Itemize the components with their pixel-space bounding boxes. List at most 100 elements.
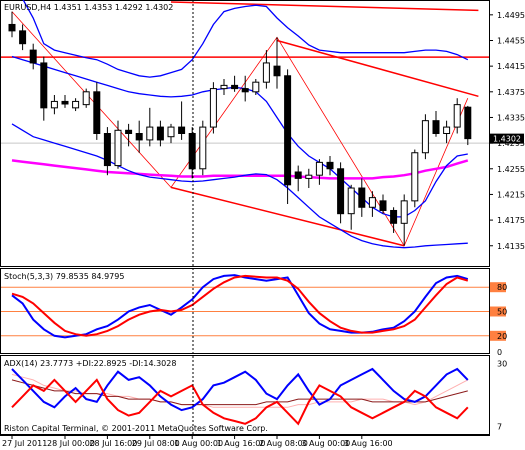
- stochastic-panel[interactable]: 80 50 20 0 Stoch(5,3,3) 79.8535 84.9795: [0, 268, 508, 358]
- candle-body: [432, 120, 440, 134]
- candle: [379, 194, 387, 214]
- candle-body: [400, 200, 408, 224]
- candle-body: [50, 100, 58, 109]
- candle-body: [337, 168, 345, 215]
- stochastic-title: Stoch(5,3,3) 79.8535 84.9795: [4, 272, 124, 281]
- candle-body: [61, 100, 69, 105]
- candle-body: [326, 161, 334, 170]
- candle: [188, 127, 196, 179]
- candle: [114, 120, 122, 169]
- candle: [82, 88, 90, 108]
- candle: [305, 168, 313, 189]
- time-tick-label: 3 Aug 00:00: [301, 439, 350, 448]
- stochastic-tick-label: 50: [497, 308, 507, 317]
- trend-line: [276, 39, 479, 98]
- candle: [358, 178, 366, 217]
- adx-tick-label: 7: [497, 423, 502, 432]
- candle: [135, 120, 143, 153]
- price-tick-label: 1.4175: [497, 216, 525, 225]
- candle-body: [453, 104, 461, 128]
- candle: [29, 43, 37, 70]
- candle-body: [368, 197, 376, 208]
- time-tick-label: 1 Aug 16:00: [217, 439, 266, 448]
- price-tick-label: 1.4495: [497, 11, 525, 20]
- candle-body: [273, 65, 281, 77]
- price-panel-title: EURUSD,H4 1.4351 1.4353 1.4292 1.4302: [4, 3, 173, 12]
- candle-body: [135, 133, 143, 141]
- price-panel-frame: [0, 0, 490, 267]
- candle: [220, 78, 228, 96]
- candle-body: [443, 126, 451, 134]
- candle: [241, 75, 249, 102]
- current-price-marker: [490, 133, 524, 144]
- candle-body: [103, 133, 111, 167]
- candle-body: [19, 30, 27, 45]
- candle: [167, 123, 175, 144]
- candle: [199, 120, 207, 176]
- candle-body: [209, 88, 217, 128]
- stochastic-level-marker: [490, 282, 506, 293]
- price-panel[interactable]: 1.44951.44551.44151.43751.43351.42951.42…: [0, 0, 525, 267]
- price-tick-label: 1.4215: [497, 190, 525, 199]
- candle: [337, 162, 345, 224]
- candle: [262, 50, 270, 89]
- time-tick-label: 2 Aug 08:00: [259, 439, 308, 448]
- candle: [231, 75, 239, 92]
- candle: [103, 127, 111, 176]
- candle: [432, 111, 440, 137]
- candle-body: [8, 23, 16, 32]
- candle: [156, 120, 164, 147]
- stochastic-tick-label: 80: [497, 283, 507, 292]
- stochastic-tick-label: 20: [497, 332, 507, 341]
- candle-body: [199, 126, 207, 170]
- trend-line: [170, 1, 479, 12]
- candle: [40, 56, 48, 121]
- price-tick-label: 1.4415: [497, 62, 525, 71]
- candle: [19, 24, 27, 51]
- candle: [421, 114, 429, 160]
- adx-panel[interactable]: 30 7 ADX(14) 23.7773 +DI:22.8925 -DI:14.3…: [0, 355, 508, 435]
- bollinger-upper-line: [22, 0, 469, 78]
- candle: [294, 165, 302, 192]
- candle-body: [188, 133, 196, 170]
- candle: [411, 149, 419, 208]
- candle: [178, 101, 186, 140]
- candle-body: [178, 126, 186, 134]
- candle-body: [146, 126, 154, 141]
- candle: [390, 207, 398, 233]
- candle-body: [241, 88, 249, 93]
- candle: [347, 184, 355, 230]
- candle-body: [125, 129, 133, 134]
- candle: [443, 120, 451, 144]
- candle-body: [29, 49, 37, 64]
- candle: [252, 78, 260, 96]
- candle-body: [93, 91, 101, 134]
- candle: [93, 82, 101, 140]
- adx-plus-di-line: [11, 367, 469, 412]
- bollinger-lower-line: [11, 123, 468, 249]
- adx-panel-frame: [0, 355, 490, 435]
- candle: [368, 191, 376, 217]
- candle: [61, 95, 69, 108]
- candle-body: [284, 75, 292, 186]
- trend-line: [170, 186, 405, 247]
- time-tick-label: 3 Aug 16:00: [344, 439, 393, 448]
- price-tick-label: 1.4375: [497, 88, 525, 97]
- candle-body: [294, 171, 302, 179]
- candle-body: [156, 126, 164, 141]
- candle-body: [347, 187, 355, 215]
- price-tick-label: 1.4135: [497, 242, 525, 251]
- time-tick-label: 1 Aug 00:00: [174, 439, 223, 448]
- candle: [284, 69, 292, 205]
- candle: [464, 105, 472, 146]
- adx-main-line: [11, 379, 468, 406]
- candle-body: [379, 200, 387, 211]
- stochastic-level-marker: [490, 330, 506, 341]
- candle: [125, 123, 133, 147]
- stochastic-tick-label: 0: [497, 348, 502, 357]
- candle-body: [262, 62, 270, 83]
- time-tick-label: 28 Jul 16:00: [89, 439, 137, 448]
